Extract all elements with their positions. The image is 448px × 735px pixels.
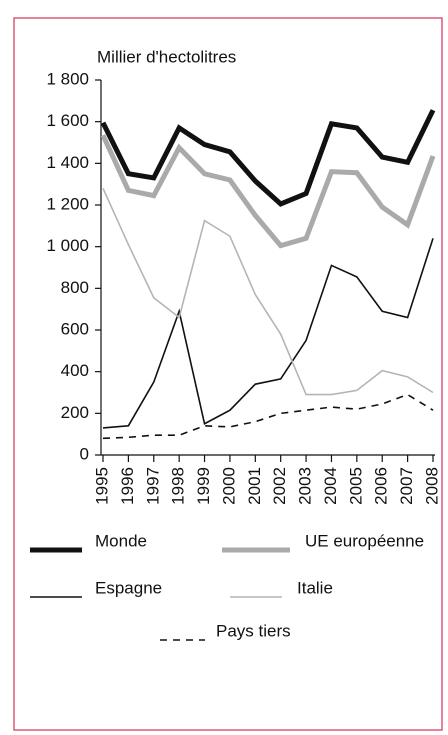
x-tick-label: 1998 bbox=[169, 467, 188, 505]
x-tick-label: 2000 bbox=[219, 467, 238, 505]
y-tick-label: 1 800 bbox=[46, 69, 89, 88]
series-line bbox=[100, 109, 436, 207]
x-tick-label: 2001 bbox=[245, 467, 264, 505]
y-tick-label: 1 000 bbox=[46, 236, 89, 255]
x-tick-label: 2005 bbox=[346, 467, 365, 505]
y-tick-label: 1 400 bbox=[46, 153, 89, 172]
legend-label: UE européenne bbox=[305, 531, 424, 550]
x-tick-label: 2003 bbox=[296, 467, 315, 505]
y-tick-label: 0 bbox=[80, 444, 89, 463]
frame bbox=[13, 17, 443, 731]
x-tick-label: 2007 bbox=[397, 467, 416, 505]
y-axis-label: Millier d'hectolitres bbox=[97, 47, 236, 66]
x-tick-label: 2002 bbox=[270, 467, 289, 505]
x-tick-label: 1996 bbox=[118, 467, 137, 505]
y-tick-label: 1 600 bbox=[46, 111, 89, 130]
series-line bbox=[100, 134, 436, 249]
x-tick-label: 1995 bbox=[92, 467, 111, 505]
x-tick-label: 1997 bbox=[143, 467, 162, 505]
y-tick-label: 400 bbox=[61, 361, 89, 380]
legend-label: Espagne bbox=[95, 578, 162, 597]
y-tick-label: 600 bbox=[61, 319, 89, 338]
x-tick-label: 2004 bbox=[321, 467, 340, 505]
x-tick-label: 2006 bbox=[372, 467, 391, 505]
y-tick-label: 800 bbox=[61, 278, 89, 297]
y-tick-label: 200 bbox=[61, 403, 89, 422]
series-line bbox=[102, 393, 434, 440]
x-tick-label: 1999 bbox=[194, 467, 213, 505]
legend-label: Monde bbox=[95, 531, 147, 550]
x-tick-label: 2008 bbox=[422, 467, 441, 505]
series-line bbox=[102, 188, 434, 396]
series-line bbox=[102, 238, 434, 429]
legend-label: Italie bbox=[297, 578, 333, 597]
legend-label: Pays tiers bbox=[216, 621, 291, 640]
y-tick-label: 1 200 bbox=[46, 194, 89, 213]
